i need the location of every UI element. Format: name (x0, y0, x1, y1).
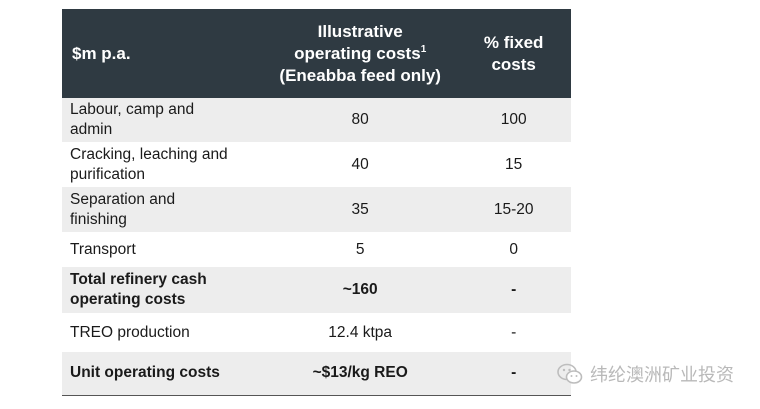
row-cost: 5 (355, 240, 365, 258)
row-fixed: 0 (509, 240, 518, 258)
table-row-unit: Unit operating costs ~$13/kg REO - (62, 352, 571, 396)
row-fixed: - (456, 352, 571, 396)
table-row: Cracking, leaching and purification 40 15 (62, 142, 571, 187)
row-label: Separation and finishing (62, 187, 264, 232)
row-label: Labour, camp and admin (62, 98, 264, 142)
table-header-row: $m p.a. Illustrative operating costs1 (E… (62, 9, 571, 98)
table-row: Transport 5 0 (62, 232, 571, 267)
row-fixed: 15 (505, 155, 523, 173)
row-label: Cracking, leaching and purification (70, 145, 228, 183)
row-cost: 35 (263, 187, 457, 232)
row-fixed: - (456, 267, 571, 313)
row-cost: 80 (263, 98, 457, 142)
wechat-icon (557, 363, 583, 384)
header-unit: $m p.a. (62, 9, 264, 98)
row-cost: 40 (351, 155, 369, 173)
row-cost: ~$13/kg REO (263, 352, 457, 396)
header-illustrative-operating-costs: Illustrative operating costs1 (Eneabba f… (263, 9, 457, 98)
row-label: TREO production (70, 323, 190, 341)
row-fixed: - (511, 323, 517, 341)
table-row: Separation and finishing 35 15-20 (62, 187, 571, 232)
row-cost: ~160 (263, 267, 457, 313)
table-row-total: Total refinery cash operating costs ~160 … (62, 267, 571, 313)
watermark-text: 纬纶澳洲矿业投资 (590, 365, 734, 386)
row-fixed: 100 (456, 98, 571, 142)
row-label: Transport (70, 240, 136, 258)
watermark: 纬纶澳洲矿业投资 (556, 361, 734, 387)
row-fixed: 15-20 (456, 187, 571, 232)
row-cost: 12.4 ktpa (328, 323, 393, 341)
row-label: Total refinery cash operating costs (62, 267, 264, 313)
table-row: TREO production 12.4 ktpa - (62, 313, 571, 352)
row-label: Unit operating costs (62, 352, 264, 396)
operating-costs-table: $m p.a. Illustrative operating costs1 (E… (62, 9, 571, 396)
table-row: Labour, camp and admin 80 100 (62, 98, 571, 142)
header-percent-fixed-costs: % fixed costs (456, 9, 571, 98)
footnote-marker: 1 (420, 43, 427, 55)
